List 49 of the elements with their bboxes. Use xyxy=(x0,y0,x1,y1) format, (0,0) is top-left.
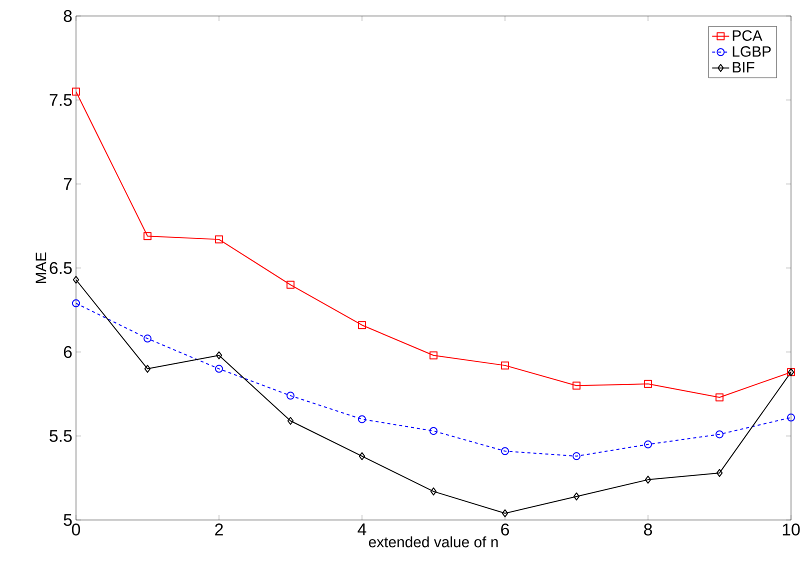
point xyxy=(72,276,80,284)
y-tick-label: 7 xyxy=(64,178,72,190)
y-tick-label: 6 xyxy=(64,346,72,358)
legend-label: BIF xyxy=(732,62,754,72)
point xyxy=(358,452,366,460)
point xyxy=(287,416,294,425)
y-tick-label: 7.5 xyxy=(50,94,72,106)
x-tick-label: 0 xyxy=(72,524,80,536)
x-tick-label: 4 xyxy=(358,524,366,536)
point xyxy=(573,492,580,500)
point xyxy=(716,468,723,477)
point xyxy=(501,447,510,456)
point xyxy=(430,351,438,360)
point xyxy=(215,364,223,373)
point xyxy=(787,414,796,422)
point xyxy=(144,334,152,343)
point xyxy=(501,361,510,370)
point xyxy=(430,487,437,496)
x-axis-title: extended value of n xyxy=(368,536,498,548)
point xyxy=(144,232,152,240)
y-tick-label: 5 xyxy=(64,514,72,526)
y-tick-label: 6.5 xyxy=(50,262,72,274)
point xyxy=(215,235,223,244)
point xyxy=(716,393,724,402)
x-tick-label: 2 xyxy=(215,524,223,536)
x-tick-label: 10 xyxy=(782,524,800,536)
point xyxy=(72,88,80,96)
legend-label: LGBP xyxy=(732,46,771,57)
y-tick-label: 5.5 xyxy=(50,430,72,442)
point xyxy=(358,321,366,330)
x-tick-label: 8 xyxy=(644,524,652,536)
y-tick-label: 8 xyxy=(64,10,72,22)
legend-label: PCA xyxy=(732,30,762,41)
point xyxy=(644,380,652,388)
point xyxy=(144,364,151,373)
point xyxy=(716,430,724,438)
point xyxy=(644,476,652,484)
point xyxy=(72,299,80,308)
point xyxy=(572,382,581,390)
point xyxy=(430,426,438,435)
point xyxy=(502,509,508,518)
point xyxy=(216,351,222,360)
point xyxy=(358,415,366,424)
point xyxy=(572,452,581,460)
x-tick-label: 6 xyxy=(501,524,509,536)
point xyxy=(644,440,652,448)
y-axis-title: MAE xyxy=(36,252,46,283)
point xyxy=(286,392,295,400)
point xyxy=(286,280,295,289)
